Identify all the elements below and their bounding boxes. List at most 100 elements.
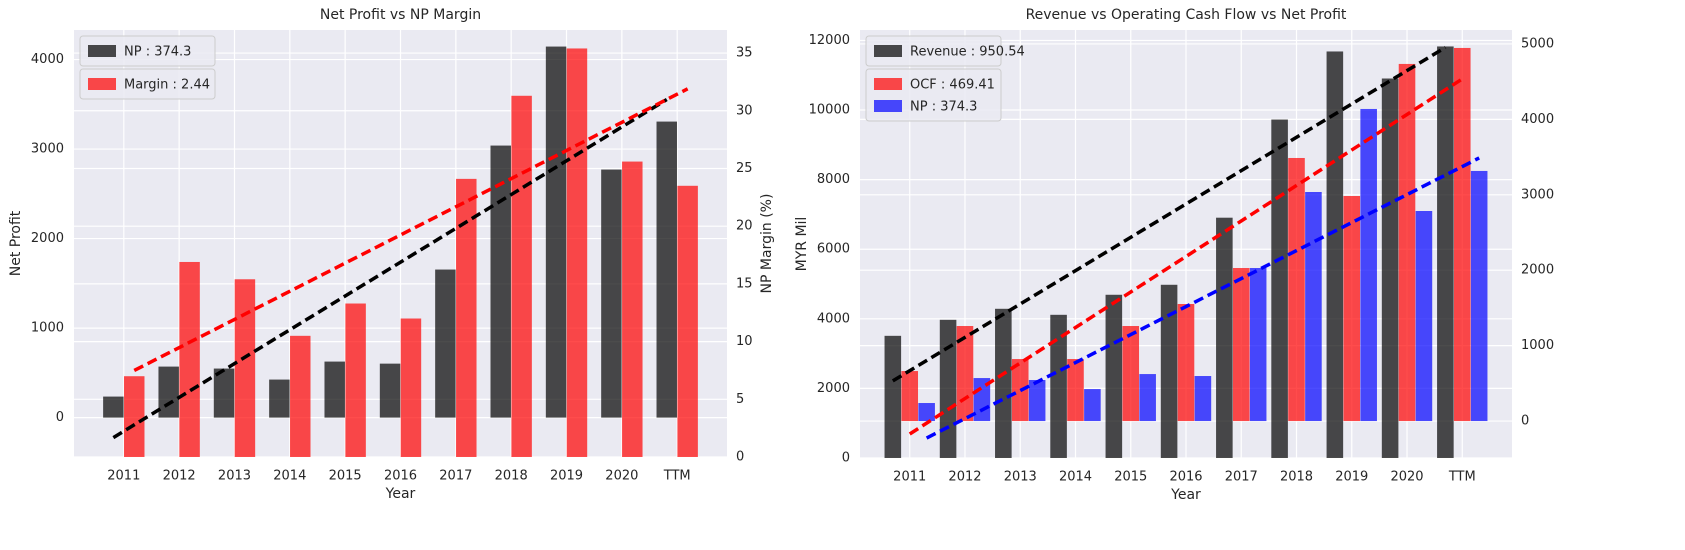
trend-line <box>891 45 1447 383</box>
bar <box>995 308 1012 458</box>
bar <box>622 161 643 457</box>
trend-line <box>908 77 1464 436</box>
y-tick-label: 4000 <box>817 311 850 326</box>
y2-tick-label: 2000 <box>1521 263 1554 278</box>
bar <box>677 185 698 457</box>
y2-tick-label: 15 <box>736 276 753 291</box>
x-tick-label: TTM <box>663 469 691 484</box>
bar <box>1232 268 1250 422</box>
x-tick-label: 2013 <box>218 469 251 484</box>
y-tick-label: 8000 <box>817 172 850 187</box>
legend-box <box>79 68 216 100</box>
bar <box>124 376 145 457</box>
bar <box>884 335 902 458</box>
bar <box>1360 108 1377 422</box>
x-tick-label: 2011 <box>107 469 140 484</box>
y2-tick-label: 4000 <box>1521 112 1554 127</box>
bar <box>234 279 256 457</box>
y2-tick-label: 3000 <box>1521 187 1554 202</box>
x-tick-label: 2012 <box>948 470 981 485</box>
y-tick-label: 4000 <box>31 52 64 67</box>
bar <box>400 318 422 457</box>
trend-line <box>112 98 668 440</box>
x-tick-label: 2016 <box>1169 470 1202 485</box>
bar <box>1343 195 1361 422</box>
y-tick-label: 2000 <box>817 381 850 396</box>
legend-swatch <box>874 100 902 112</box>
legend-box <box>79 35 216 67</box>
x-axis-label: Year <box>385 486 416 502</box>
x-tick-label: 2020 <box>605 469 638 484</box>
bar <box>1177 303 1195 422</box>
bar <box>158 366 179 418</box>
bar <box>1326 51 1344 458</box>
legend-label: NP : 374.3 <box>124 45 191 60</box>
y-tick-label: 12000 <box>809 33 850 48</box>
x-tick-label: 2017 <box>439 469 472 484</box>
y-tick-label: 10000 <box>809 103 850 118</box>
bar <box>490 145 511 418</box>
bar <box>1050 314 1067 458</box>
bar <box>511 95 532 458</box>
legend-swatch <box>874 45 902 57</box>
y-tick-label: 3000 <box>31 142 64 157</box>
bar <box>1437 46 1454 458</box>
x-tick-label: 2014 <box>273 469 306 484</box>
x-tick-label: 2015 <box>1114 470 1147 485</box>
bar <box>601 169 622 418</box>
x-axis-label: Year <box>1170 487 1201 503</box>
y-tick-label: 1000 <box>31 321 64 336</box>
x-tick-label: 2017 <box>1225 470 1258 485</box>
y-tick-label: 0 <box>842 451 850 466</box>
x-tick-label: 2011 <box>893 470 926 485</box>
legend-swatch <box>874 78 902 90</box>
bar <box>1271 119 1288 458</box>
bar <box>1305 191 1322 422</box>
bar <box>918 403 935 422</box>
legend-label: OCF : 469.41 <box>910 78 995 93</box>
bar <box>435 269 456 418</box>
bar <box>1453 47 1471 422</box>
bar <box>1381 78 1399 459</box>
bar <box>324 361 345 418</box>
y2-tick-label: 1000 <box>1521 338 1554 353</box>
bar <box>1084 389 1101 422</box>
y-tick-label: 2000 <box>31 231 64 246</box>
x-tick-label: TTM <box>1448 470 1476 485</box>
x-tick-label: 2018 <box>1280 470 1313 485</box>
y2-tick-label: 25 <box>736 161 753 176</box>
y2-tick-label: 5 <box>736 392 744 407</box>
bar <box>456 178 477 457</box>
bar <box>269 379 290 418</box>
bar <box>1194 376 1212 422</box>
bar <box>939 319 957 458</box>
bar <box>1470 170 1488 422</box>
bar <box>179 261 200 457</box>
legend-label: Margin : 2.44 <box>124 78 210 93</box>
bar <box>379 363 401 418</box>
y-axis-label: MYR Mil <box>794 217 810 272</box>
bar <box>1122 326 1140 422</box>
y-axis-label: Net Profit <box>8 210 24 276</box>
y-tick-label: 0 <box>56 410 64 425</box>
bar <box>1028 380 1046 422</box>
bar <box>290 335 311 457</box>
bar <box>1067 359 1084 422</box>
bar <box>901 371 919 422</box>
x-tick-label: 2014 <box>1059 470 1092 485</box>
bar <box>213 368 235 418</box>
legend-label: Revenue : 950.54 <box>910 45 1025 60</box>
bar <box>1160 284 1178 458</box>
bar <box>1216 217 1233 458</box>
x-tick-label: 2015 <box>329 469 362 484</box>
x-tick-label: 2018 <box>495 469 528 484</box>
bar <box>1249 268 1267 422</box>
y2-tick-label: 35 <box>736 46 753 61</box>
chart-title: Revenue vs Operating Cash Flow vs Net Pr… <box>1026 7 1347 23</box>
chart-title: Net Profit vs NP Margin <box>320 7 481 23</box>
bar <box>656 121 677 418</box>
bar <box>1139 374 1156 422</box>
trend-line <box>925 156 1480 440</box>
x-tick-label: 2016 <box>384 469 417 484</box>
